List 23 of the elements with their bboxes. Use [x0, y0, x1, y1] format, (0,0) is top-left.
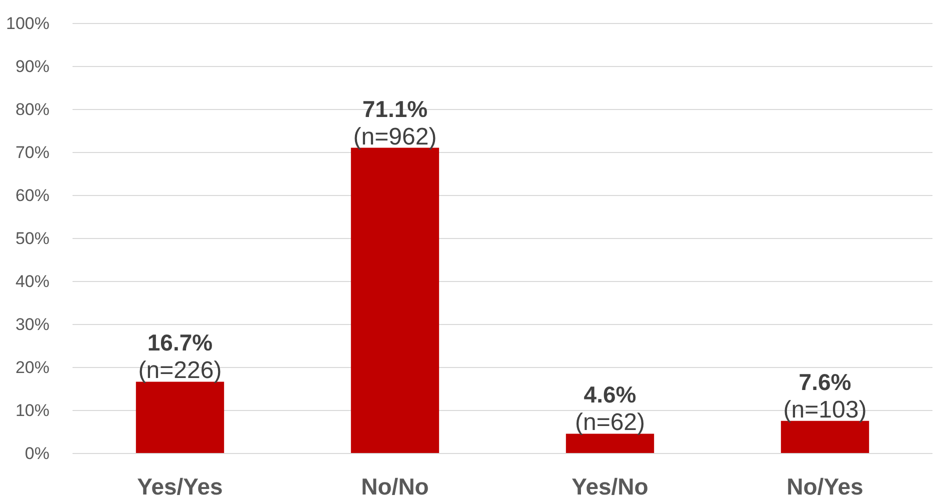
x-tick-label: No/Yes: [786, 474, 864, 500]
data-label: 71.1% (n=962): [353, 96, 437, 150]
y-tick-label: 70%: [15, 143, 50, 162]
x-tick-label: Yes/Yes: [137, 474, 223, 500]
bar: [780, 420, 870, 454]
y-tick-label: 40%: [15, 272, 50, 291]
data-label: 16.7% (n=226): [138, 330, 222, 384]
data-label: 7.6% (n=103): [783, 368, 867, 424]
y-tick-label: 20%: [15, 358, 50, 377]
y-tick-label: 10%: [15, 401, 50, 420]
bar: [136, 382, 224, 454]
y-tick-label: 0%: [24, 444, 50, 463]
x-tick-label: No/No: [361, 474, 429, 500]
x-tick-label: Yes/No: [572, 474, 648, 500]
y-tick-label: 80%: [15, 100, 50, 119]
bar: [566, 434, 654, 454]
y-tick-label: 90%: [15, 57, 50, 76]
bar: [350, 148, 440, 454]
y-tick-label: 30%: [15, 315, 50, 334]
y-tick-label: 60%: [15, 186, 50, 205]
y-tick-label: 100%: [6, 14, 50, 33]
y-tick-label: 50%: [15, 229, 50, 248]
data-label: 4.6% (n=62): [574, 382, 646, 436]
